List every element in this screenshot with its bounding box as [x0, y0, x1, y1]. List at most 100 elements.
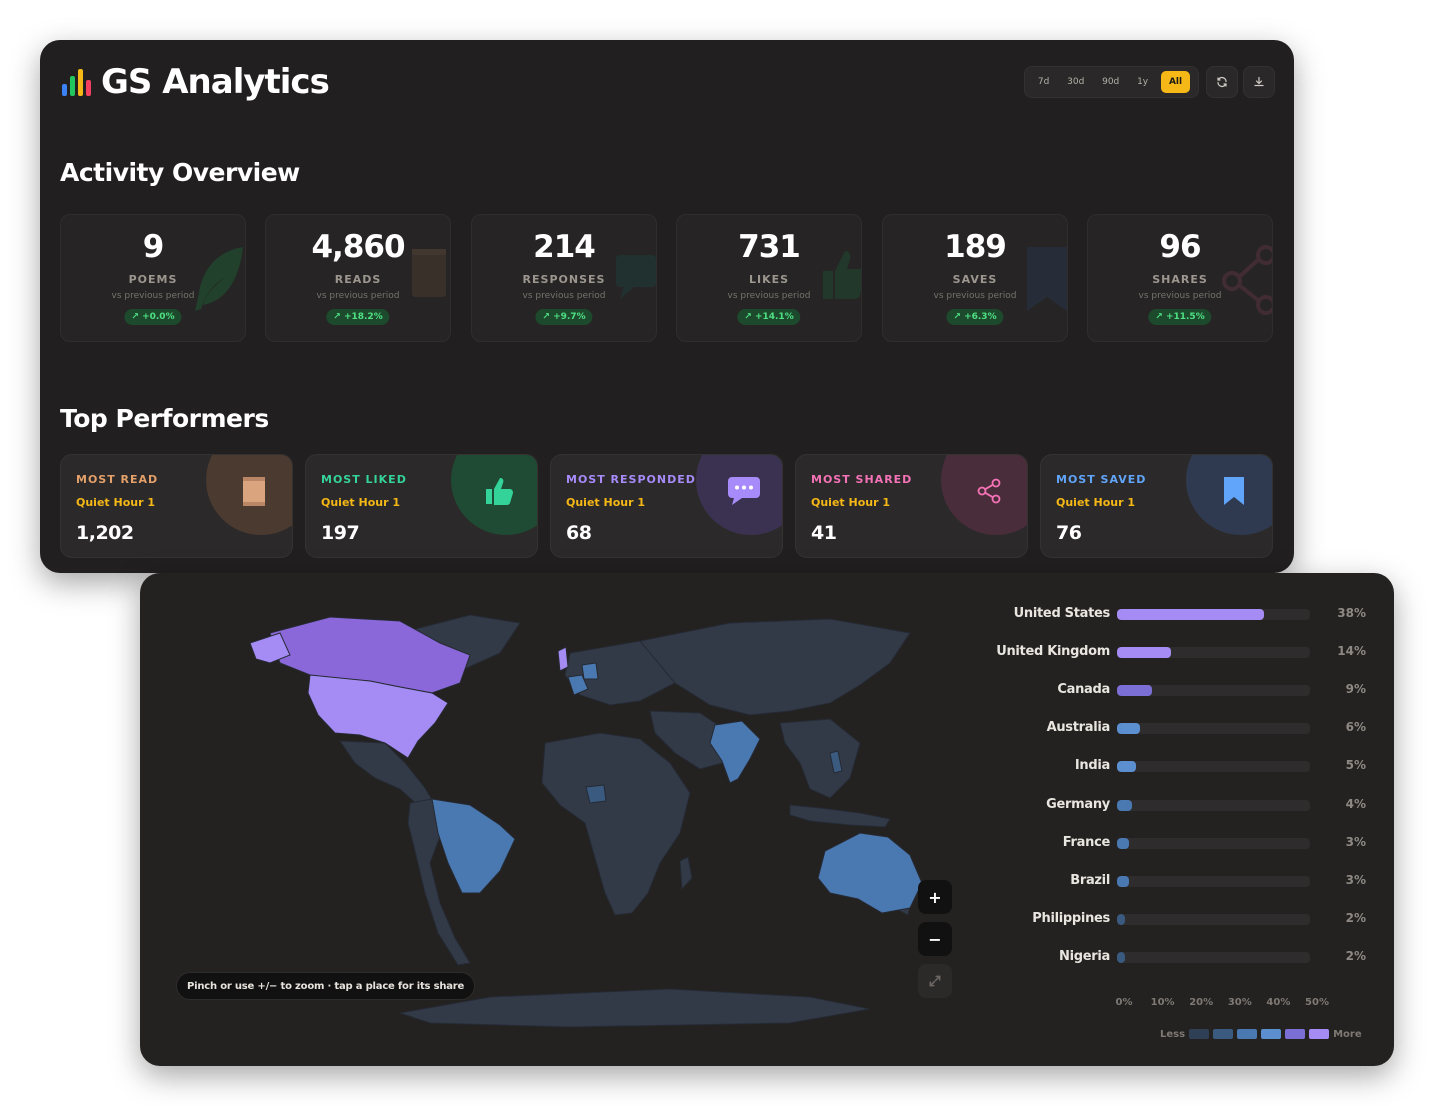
map-southeast-asia — [779, 718, 861, 799]
stat-card-saves[interactable]: 189 SAVES vs previous period ↗ +6.3% — [882, 214, 1068, 342]
stat-card-responses[interactable]: 214 RESPONSES vs previous period ↗ +9.7% — [471, 214, 657, 342]
stat-delta-badge: ↗ +14.1% — [737, 309, 801, 325]
stat-card-reads[interactable]: 4,860 READS vs previous period ↗ +18.2% — [265, 214, 451, 342]
performer-card-most-read[interactable]: MOST READ Quiet Hour 1 1,202 — [60, 454, 293, 558]
x-axis-tick-label: 20% — [1189, 997, 1214, 1008]
download-icon — [1254, 76, 1264, 87]
brand: GS Analytics — [62, 62, 330, 102]
book-icon — [236, 473, 272, 509]
bar — [1117, 685, 1152, 697]
activity-panel: GS Analytics 7d 30d 90d 1y All Activity … — [40, 40, 1294, 573]
performer-value: 197 — [321, 522, 360, 544]
download-button[interactable] — [1243, 66, 1275, 98]
stat-card-likes[interactable]: 731 LIKES vs previous period ↗ +14.1% — [676, 214, 862, 342]
stat-card-poems[interactable]: 9 POEMS vs previous period ↗ +0.0% — [60, 214, 246, 342]
bar-track — [1117, 647, 1310, 659]
range-7d-button[interactable]: 7d — [1037, 77, 1050, 87]
bar-track — [1117, 951, 1310, 963]
stat-delta-badge: ↗ +6.3% — [946, 309, 1004, 325]
performer-label: MOST SAVED — [1056, 473, 1147, 486]
performer-card-most-responded[interactable]: MOST RESPONDED Quiet Hour 1 68 — [550, 454, 783, 558]
range-all-button[interactable]: All — [1160, 71, 1191, 93]
legend-swatch — [1309, 1029, 1330, 1039]
bar-country-label: Philippines — [1032, 910, 1110, 926]
bar-value-label: 2% — [1345, 910, 1366, 925]
bar-track — [1117, 799, 1310, 811]
bar — [1117, 837, 1129, 849]
time-range-selector: 7d 30d 90d 1y All — [1024, 66, 1199, 98]
bar-row[interactable]: United States 38% — [970, 604, 1370, 624]
bar-value-label: 3% — [1345, 872, 1366, 887]
stat-label: SAVES — [952, 273, 998, 286]
bar-row[interactable]: Germany 4% — [970, 795, 1370, 815]
legend-low-label: Less — [1160, 1028, 1186, 1040]
zoom-out-button[interactable]: − — [918, 922, 952, 956]
bar-row[interactable]: India 5% — [970, 756, 1370, 776]
bar-row[interactable]: United Kingdom 14% — [970, 642, 1370, 662]
map-india — [709, 720, 761, 784]
expand-icon — [929, 975, 941, 987]
bar-row[interactable]: Canada 9% — [970, 680, 1370, 700]
share-icon — [971, 473, 1007, 509]
map-alaska — [249, 632, 291, 664]
stat-value: 214 — [533, 229, 596, 265]
performer-card-most-saved[interactable]: MOST SAVED Quiet Hour 1 76 — [1040, 454, 1273, 558]
x-axis-tick-label: 30% — [1227, 997, 1252, 1008]
thumb-up-icon — [823, 251, 861, 299]
bar-track — [1117, 837, 1310, 849]
x-axis-tick-label: 50% — [1305, 997, 1329, 1008]
map-madagascar — [679, 856, 693, 891]
stat-comparison: vs previous period — [727, 291, 811, 301]
expand-button[interactable] — [918, 964, 952, 998]
stat-comparison: vs previous period — [933, 291, 1017, 301]
bar-row[interactable]: Philippines 2% — [970, 909, 1370, 929]
map-germany — [581, 662, 599, 680]
bar-row[interactable]: Brazil 3% — [970, 871, 1370, 891]
x-axis-tick-label: 0% — [1115, 997, 1133, 1008]
range-90d-button[interactable]: 90d — [1102, 77, 1120, 87]
performer-label: MOST LIKED — [321, 473, 407, 486]
performer-title: Quiet Hour 1 — [321, 496, 401, 509]
share-icon — [1222, 245, 1272, 315]
legend-swatch — [1213, 1029, 1234, 1039]
range-1y-button[interactable]: 1y — [1137, 77, 1149, 87]
stat-value: 9 — [142, 229, 165, 265]
bar — [1117, 913, 1125, 925]
map-middle-east — [649, 710, 731, 770]
performer-card-most-liked[interactable]: MOST LIKED Quiet Hour 1 197 — [305, 454, 538, 558]
thumb-up-icon — [481, 473, 517, 509]
bar — [1117, 647, 1172, 659]
bar-row[interactable]: Australia 6% — [970, 718, 1370, 738]
performer-title: Quiet Hour 1 — [566, 496, 646, 509]
world-map[interactable] — [170, 593, 950, 1033]
zoom-in-button[interactable]: + — [918, 880, 952, 914]
map-antarctica — [399, 988, 871, 1028]
bar-country-label: United Kingdom — [996, 644, 1110, 660]
stat-value: 96 — [1159, 229, 1201, 265]
stat-delta-badge: ↗ +18.2% — [326, 309, 390, 325]
map-france — [567, 674, 589, 696]
stat-card-shares[interactable]: 96 SHARES vs previous period ↗ +11.5% — [1087, 214, 1273, 342]
bar-country-label: Australia — [1046, 720, 1111, 736]
stat-comparison: vs previous period — [316, 291, 400, 301]
color-legend: Less More — [1160, 1027, 1362, 1041]
x-axis-tick-label: 10% — [1150, 997, 1175, 1008]
bar-row[interactable]: France 3% — [970, 833, 1370, 853]
bookmark-icon — [1216, 473, 1252, 509]
bar-value-label: 9% — [1345, 682, 1366, 697]
performer-title: Quiet Hour 1 — [1056, 496, 1136, 509]
performer-card-most-shared[interactable]: MOST SHARED Quiet Hour 1 41 — [795, 454, 1028, 558]
bar-country-label: Nigeria — [1059, 948, 1110, 964]
bar-track — [1117, 609, 1310, 620]
bar-track — [1117, 913, 1310, 925]
range-30d-button[interactable]: 30d — [1067, 77, 1085, 87]
stat-value: 189 — [944, 229, 1007, 265]
performer-value: 68 — [566, 522, 592, 544]
stat-label: LIKES — [748, 273, 790, 286]
stat-delta-badge: ↗ +0.0% — [124, 309, 182, 325]
legend-swatch — [1189, 1029, 1210, 1039]
bar-row[interactable]: Nigeria 2% — [970, 947, 1370, 967]
refresh-button[interactable] — [1206, 66, 1238, 98]
stat-label: POEMS — [128, 273, 178, 286]
map-africa — [541, 732, 691, 916]
